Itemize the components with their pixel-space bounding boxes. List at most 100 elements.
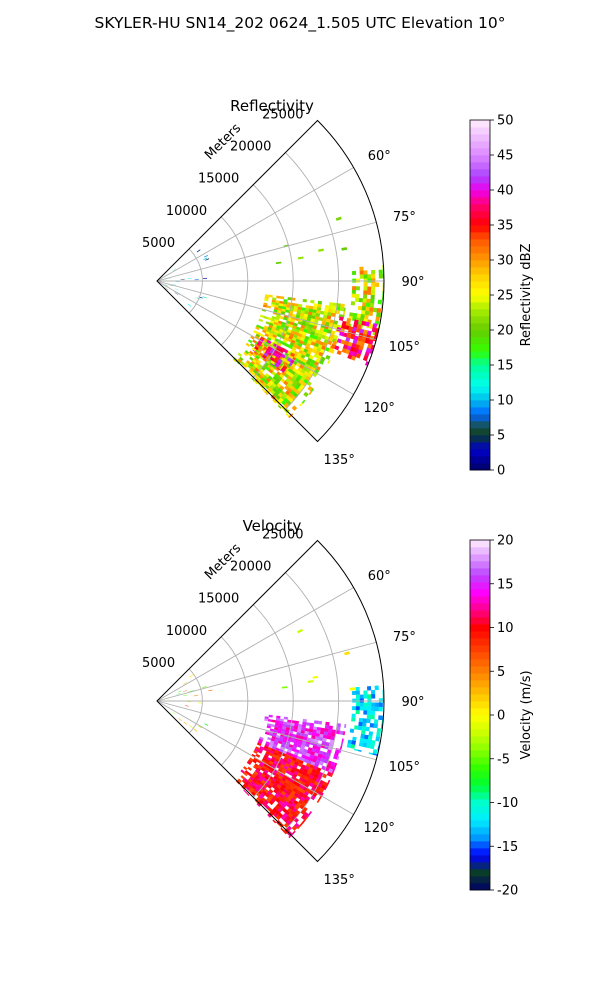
gate [297, 779, 303, 785]
gate [325, 321, 330, 327]
gate [350, 301, 356, 306]
gate [301, 399, 306, 404]
radial-tick-label: 20000 [230, 560, 271, 575]
gate [268, 732, 274, 737]
gate [293, 725, 299, 730]
gate [276, 753, 282, 758]
polar-panel-reflectivity: Reflectivity500010000150002000025000Mete… [142, 97, 534, 479]
gate [366, 330, 372, 336]
gate [276, 777, 282, 783]
gate [265, 751, 271, 756]
gate [252, 339, 257, 344]
gate [275, 300, 280, 304]
gate [284, 352, 290, 357]
gate [267, 737, 272, 741]
gate [297, 306, 302, 311]
gate [363, 282, 368, 287]
gate [293, 742, 298, 747]
colorbar-segment [470, 428, 490, 436]
colorbar-label: Reflectivity dBZ [519, 244, 534, 347]
gate [281, 306, 287, 310]
colorbar-segment [470, 610, 490, 618]
gate [261, 377, 267, 383]
colorbar-segment [470, 855, 490, 863]
gate [364, 310, 370, 316]
gate [353, 348, 359, 354]
gate [297, 772, 303, 778]
gate [286, 304, 291, 308]
gate [280, 770, 286, 775]
gate [167, 278, 172, 280]
gate [295, 369, 301, 375]
gate [250, 786, 255, 792]
colorbar-segment [470, 253, 490, 261]
gate [290, 349, 296, 354]
gate [290, 318, 296, 323]
gate [259, 333, 265, 338]
gate [371, 286, 376, 292]
gate [355, 694, 361, 699]
gate [355, 706, 360, 711]
gate [303, 783, 310, 789]
gate [306, 317, 312, 322]
gate [319, 733, 324, 738]
gate [336, 303, 342, 308]
gate [279, 315, 285, 320]
gate [282, 721, 288, 725]
gate [309, 305, 314, 310]
gate [183, 721, 188, 725]
gate [264, 743, 270, 748]
colorbar-segment [470, 302, 490, 310]
gate [243, 777, 248, 783]
gate [294, 777, 300, 783]
gate [278, 328, 284, 333]
gate [362, 722, 367, 727]
gate [371, 694, 376, 699]
gate [272, 762, 278, 767]
gate [267, 814, 271, 818]
gate [299, 402, 304, 407]
gate [263, 769, 269, 774]
azimuth-spoke [156, 587, 354, 702]
gate [307, 327, 313, 332]
gate [263, 799, 269, 805]
gate [258, 763, 264, 768]
gate [276, 784, 282, 790]
gate [353, 748, 359, 752]
gate [290, 759, 296, 765]
gate [262, 357, 268, 363]
gate [356, 324, 362, 329]
gate [258, 747, 264, 752]
gate [264, 294, 270, 298]
gate [279, 746, 285, 751]
gate [255, 775, 260, 780]
gate [265, 741, 271, 745]
gate [262, 381, 267, 387]
colorbar-segment [470, 694, 490, 702]
gate [378, 269, 383, 275]
gate [267, 343, 273, 348]
gate [296, 743, 302, 748]
gate [268, 352, 273, 357]
colorbar-segment [470, 638, 490, 646]
colorbar-tick-label: -5 [497, 752, 510, 767]
colorbar-segment [470, 176, 490, 184]
gate [278, 725, 283, 729]
gate [359, 694, 364, 699]
gate [288, 835, 291, 839]
gate [280, 367, 286, 373]
gate [250, 335, 255, 340]
gate [272, 358, 278, 364]
gate [282, 788, 288, 794]
gate [282, 774, 288, 780]
colorbar-segment [470, 575, 490, 583]
gate [358, 721, 363, 727]
gate [367, 702, 372, 707]
gate [251, 791, 256, 797]
gate [309, 754, 315, 759]
gate [334, 751, 340, 757]
gate [266, 757, 272, 762]
angle-tick-label: 75° [393, 210, 416, 225]
gate [285, 378, 291, 384]
gate [299, 364, 305, 370]
